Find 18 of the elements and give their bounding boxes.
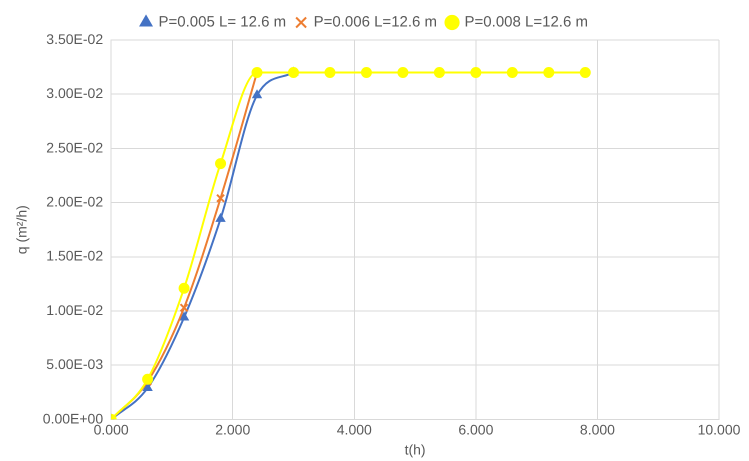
y-axis-title: q (m²/h) <box>13 205 30 254</box>
legend-label: P=0.008 L=12.6 m <box>464 14 588 31</box>
y-tick-label: 1.00E-02 <box>46 302 104 318</box>
y-tick-label: 2.00E-02 <box>46 193 104 210</box>
y-tick-label: 2.50E-02 <box>46 139 104 156</box>
y-tick-label: 3.50E-02 <box>46 30 104 47</box>
y-tick-label: 3.00E-02 <box>46 85 104 102</box>
x-tick-label: 10.000 <box>698 422 741 438</box>
y-tick-label: 5.00E-03 <box>46 356 104 372</box>
y-tick-label: 0.00E+00 <box>42 410 104 426</box>
legend-label: P=0.005 L= 12.6 m <box>158 14 286 31</box>
y-tick-label: 1.50E-02 <box>46 248 104 264</box>
x-tick-label: 6.000 <box>458 422 494 438</box>
legend-label: P=0.006 L=12.6 m <box>314 14 438 31</box>
x-axis-title: t(h) <box>404 441 426 458</box>
x-tick-label: 4.000 <box>336 422 372 438</box>
x-tick-label: 8.000 <box>580 422 616 438</box>
x-tick-label: 2.000 <box>215 422 250 438</box>
